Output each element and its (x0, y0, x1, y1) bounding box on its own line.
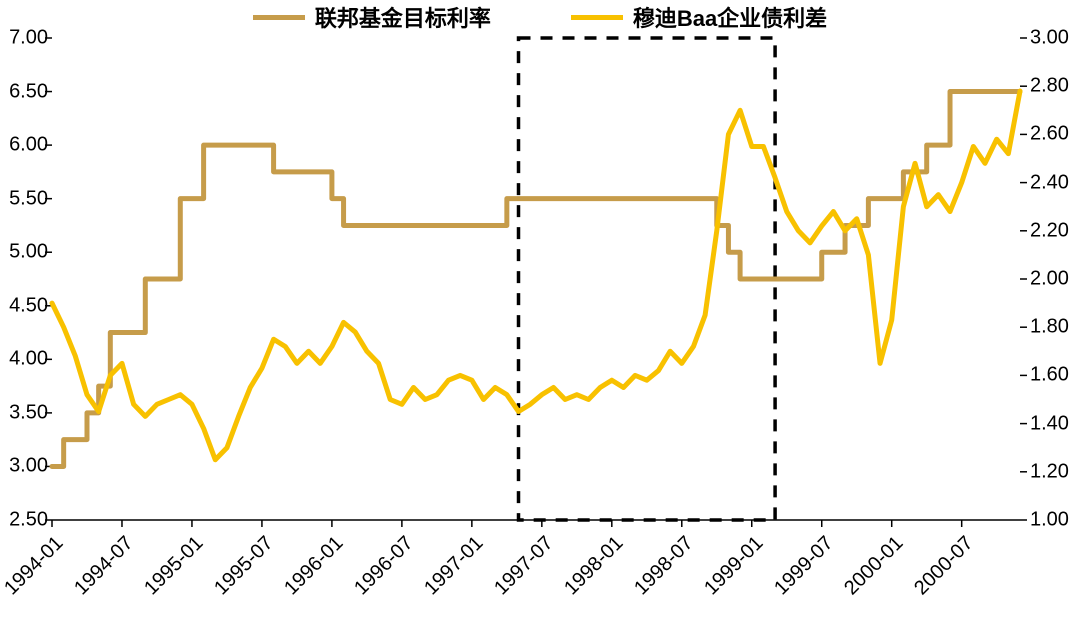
y-right-tick-label: 1.40 (1030, 412, 1078, 435)
y-right-tick-label: 2.20 (1030, 219, 1078, 242)
y-right-tick-label: 1.00 (1030, 509, 1078, 532)
y-right-tick-label: 2.80 (1030, 75, 1078, 98)
y-left-tick-label: 4.50 (0, 294, 48, 317)
plot-area (0, 0, 1080, 623)
y-left-tick-label: 3.50 (0, 401, 48, 424)
y-left-tick-label: 5.00 (0, 241, 48, 264)
y-right-tick-label: 2.00 (1030, 268, 1078, 291)
dual-axis-line-chart: 联邦基金目标利率 穆迪Baa企业债利差 7.006.506.005.505.00… (0, 0, 1080, 623)
y-left-tick-label: 2.50 (0, 509, 48, 532)
y-left-tick-label: 7.00 (0, 27, 48, 50)
y-right-tick-label: 2.60 (1030, 123, 1078, 146)
y-left-tick-label: 5.50 (0, 187, 48, 210)
y-left-tick-label: 4.00 (0, 348, 48, 371)
y-right-tick-label: 1.80 (1030, 316, 1078, 339)
y-left-tick-label: 6.50 (0, 80, 48, 103)
y-left-tick-label: 6.00 (0, 134, 48, 157)
y-left-tick-label: 3.00 (0, 455, 48, 478)
y-right-tick-label: 3.00 (1030, 27, 1078, 50)
y-right-tick-label: 1.20 (1030, 460, 1078, 483)
y-right-tick-label: 2.40 (1030, 171, 1078, 194)
y-right-tick-label: 1.60 (1030, 364, 1078, 387)
